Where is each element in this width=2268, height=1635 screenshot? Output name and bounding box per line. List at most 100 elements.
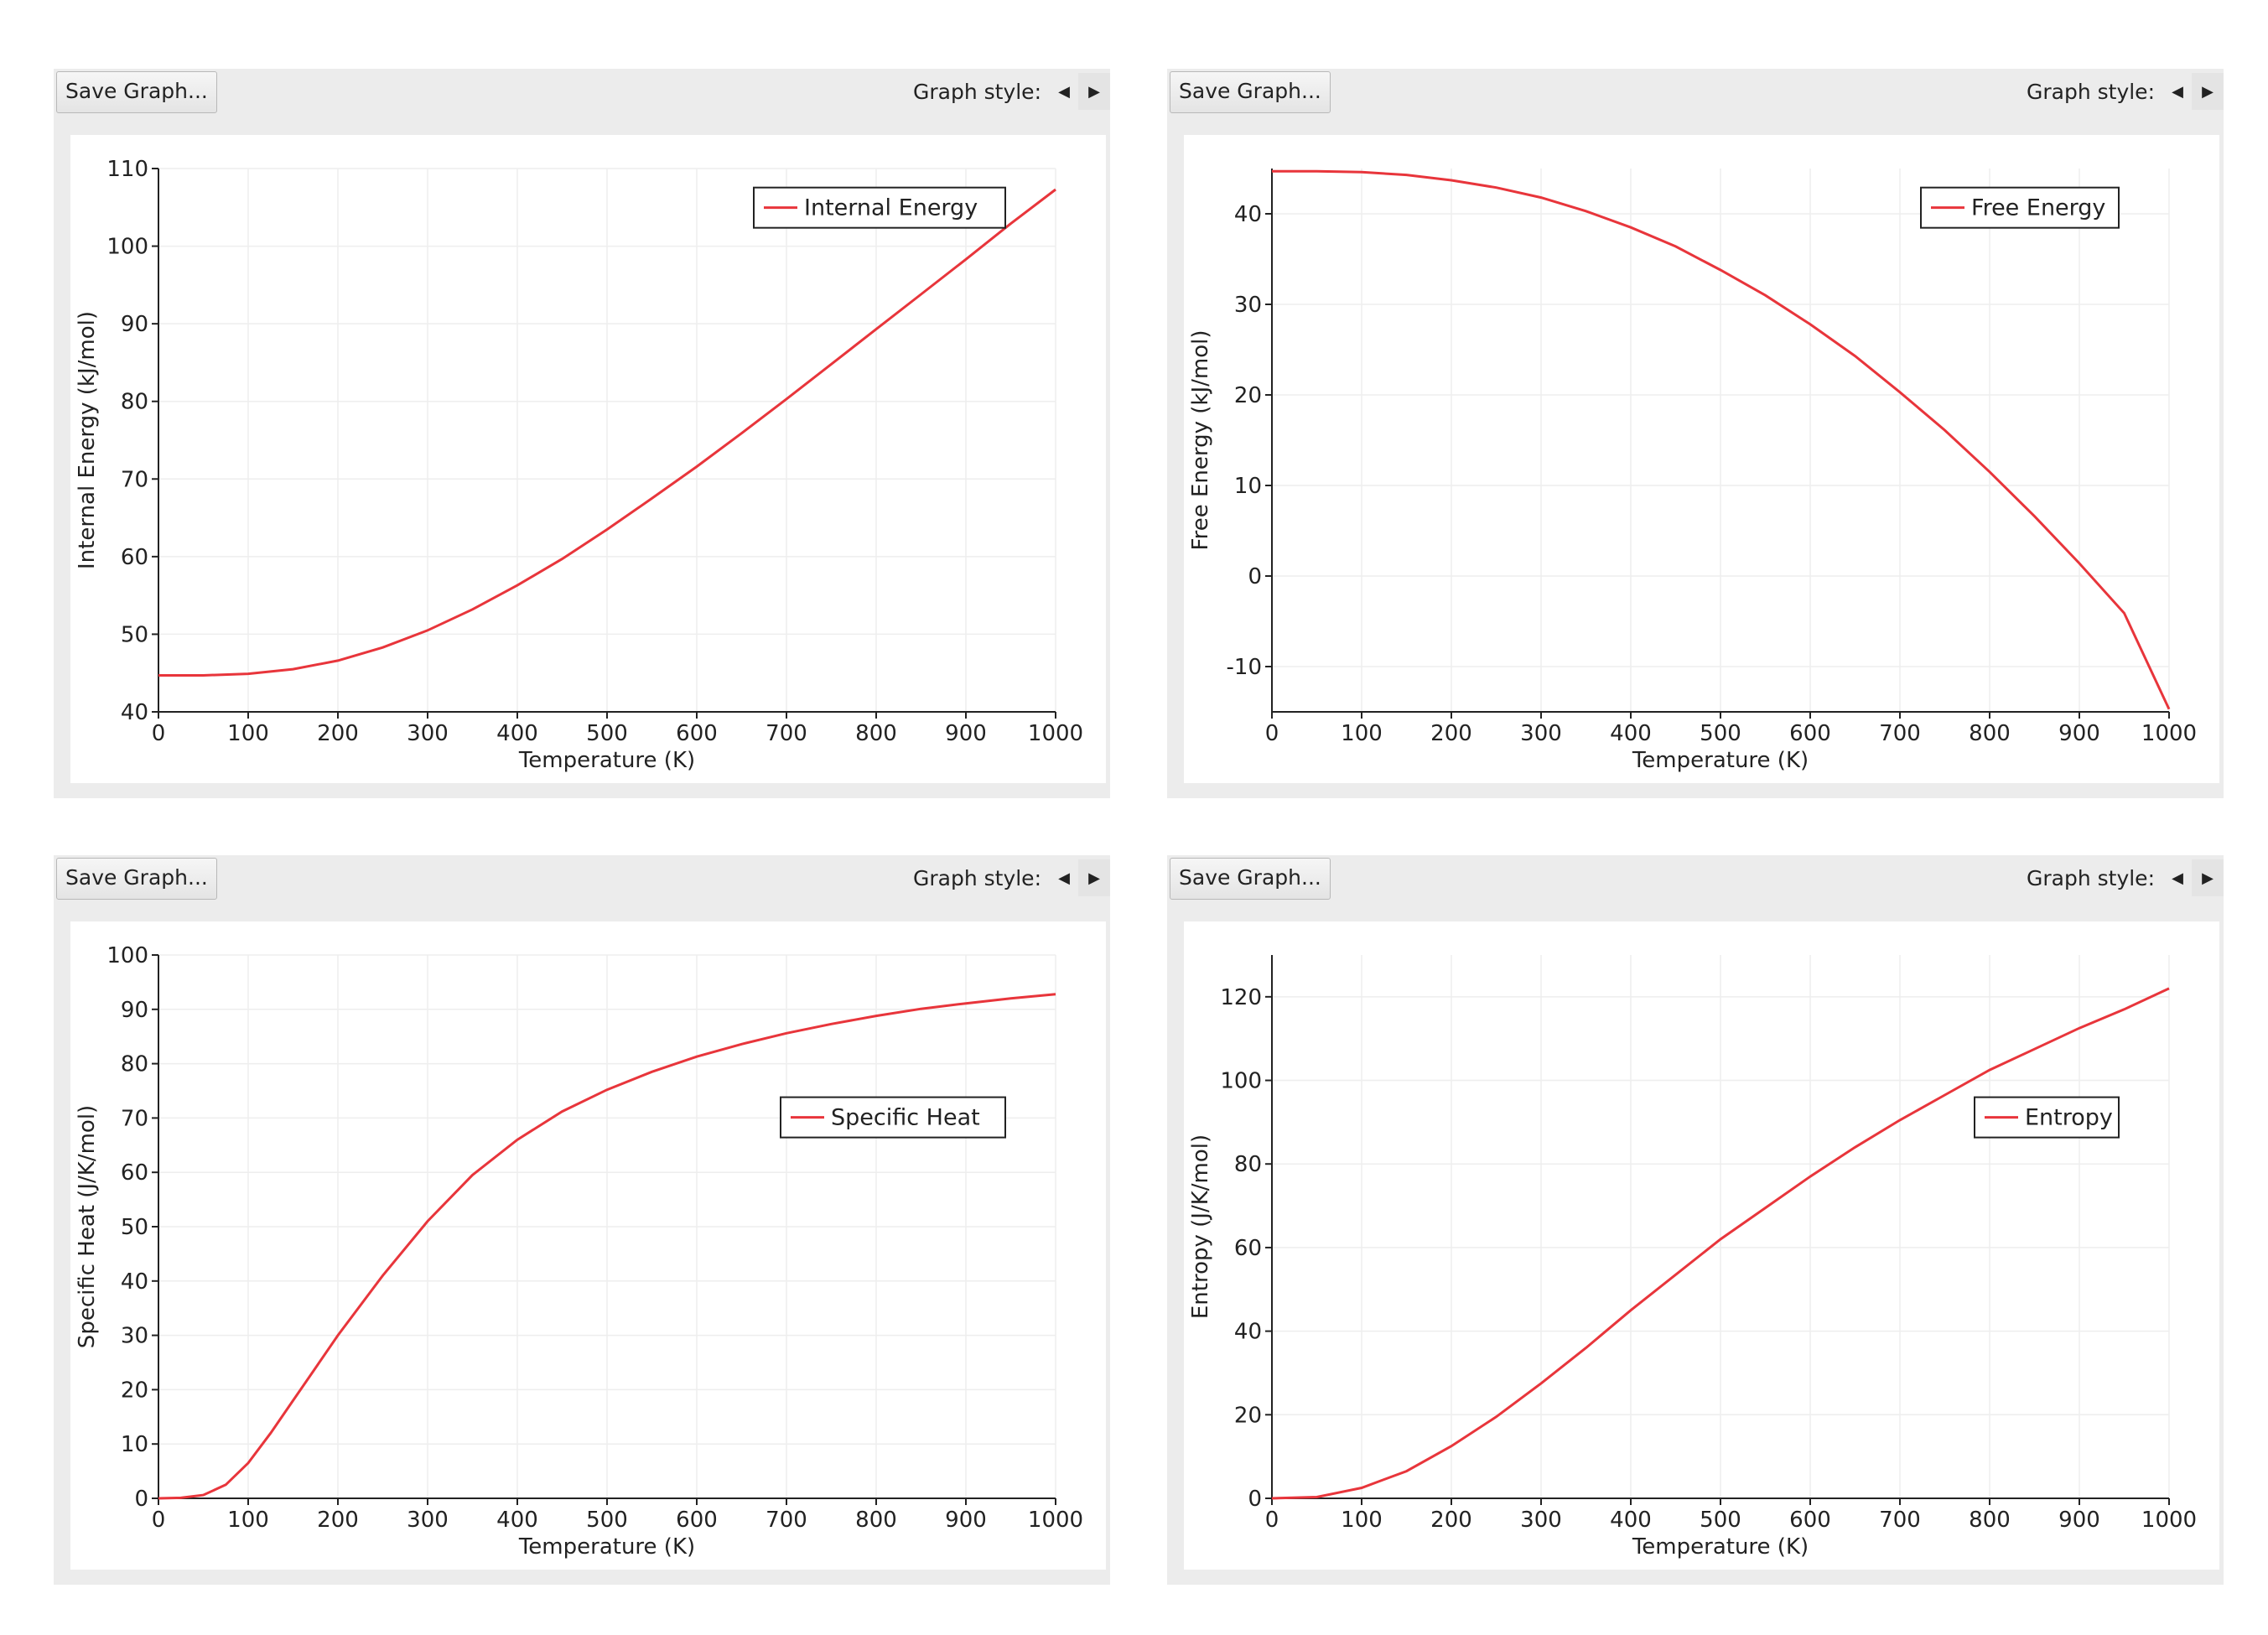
y-tick-label: 30 (1234, 293, 1262, 318)
x-tick-label: 400 (496, 1508, 538, 1533)
specific-heat-chart: 0 100 200 300 400 500 600 700 800 900 1000 0 10 20 30 4… (75, 943, 1083, 1560)
y-tick-label: 90 (121, 312, 148, 337)
y-tick-label: 50 (121, 622, 148, 647)
graph-panel-entropy: Save Graph... Graph style: ◀ ▶ 0 100 200 30… (1167, 855, 2224, 1585)
graph-style-label: Graph style: (2026, 865, 2155, 890)
save-graph-button[interactable]: Save Graph... (56, 71, 217, 113)
x-tick-label: 100 (227, 1508, 269, 1533)
y-tick-label: 70 (121, 467, 148, 492)
graph-toolbar: Save Graph... Graph style: ◀ ▶ (1167, 69, 2224, 114)
chart-area: 0 100 200 300 400 500 600 700 800 900 1000 0 10 20 30 4… (70, 921, 1106, 1570)
next-style-arrow-icon[interactable]: ▶ (1078, 73, 1110, 110)
entropy-chart: 0 100 200 300 400 500 600 700 800 900 1000 0 20 40 60 8… (1188, 955, 2197, 1560)
y-tick-label: 0 (1248, 1487, 1262, 1512)
x-axis-label: Temperature (K) (1632, 1534, 1809, 1560)
graph-toolbar: Save Graph... Graph style: ◀ ▶ (1167, 855, 2224, 901)
chart-area: 0 100 200 300 400 500 600 700 800 900 1000 -10 0 10 20… (1184, 135, 2219, 783)
previous-style-arrow-icon[interactable]: ◀ (1058, 869, 1070, 887)
x-tick-label: 300 (407, 721, 449, 746)
legend-label: Internal Energy (804, 195, 978, 221)
free-energy-chart: 0 100 200 300 400 500 600 700 800 900 1000 -10 0 10 20… (1188, 169, 2197, 773)
x-tick-label: 800 (855, 1508, 897, 1533)
x-tick-label: 0 (1265, 1508, 1279, 1533)
x-tick-label: 200 (1430, 1508, 1472, 1533)
x-tick-label: 600 (676, 1508, 718, 1533)
x-tick-label: 700 (766, 1508, 807, 1533)
y-tick-label: 10 (1234, 474, 1262, 499)
next-style-arrow-icon[interactable]: ▶ (2192, 73, 2224, 110)
y-tick-label: 60 (121, 1160, 148, 1186)
y-tick-label: 0 (1248, 564, 1262, 589)
graph-panel-internal-energy: Save Graph... Graph style: ◀ ▶ 0 100 200 30… (54, 69, 1110, 798)
x-axis-label: Temperature (K) (1632, 748, 1809, 773)
y-tick-label: 80 (1234, 1152, 1262, 1177)
x-axis-label: Temperature (K) (518, 1534, 695, 1560)
y-tick-label: 40 (1234, 202, 1262, 227)
y-tick-label: 120 (1220, 985, 1262, 1010)
x-tick-label: 0 (1265, 721, 1279, 746)
x-tick-label: 600 (676, 721, 718, 746)
y-tick-label: 40 (121, 700, 148, 725)
graph-style-control: Graph style: ◀ ▶ (913, 855, 1110, 901)
next-style-arrow-icon[interactable]: ▶ (1078, 859, 1110, 896)
y-axis-label: Specific Heat (J/K/mol) (75, 1105, 100, 1348)
graph-toolbar: Save Graph... Graph style: ◀ ▶ (54, 69, 1110, 114)
graph-style-control: Graph style: ◀ ▶ (913, 69, 1110, 114)
save-graph-button[interactable]: Save Graph... (1170, 71, 1331, 113)
legend-label: Entropy (2025, 1105, 2113, 1131)
y-axis-label: Internal Energy (kJ/mol) (75, 311, 100, 569)
x-tick-label: 500 (1700, 1508, 1741, 1533)
previous-style-arrow-icon[interactable]: ◀ (1058, 82, 1070, 101)
x-tick-label: 800 (855, 721, 897, 746)
x-tick-label: 600 (1789, 721, 1831, 746)
y-tick-label: 80 (121, 1052, 148, 1077)
y-tick-label: 40 (121, 1269, 148, 1295)
y-tick-label: 110 (106, 157, 148, 182)
chart-area: 0 100 200 300 400 500 600 700 800 900 1000 0 20 40 60 8… (1184, 921, 2219, 1570)
y-tick-label: 100 (106, 943, 148, 968)
legend-label: Free Energy (1971, 195, 2105, 221)
legend: Internal Energy (753, 186, 1006, 229)
y-tick-label: 70 (121, 1106, 148, 1131)
x-tick-label: 200 (317, 721, 359, 746)
series-line (158, 188, 1056, 677)
x-tick-label: 900 (945, 1508, 987, 1533)
x-tick-label: 400 (1610, 721, 1652, 746)
x-tick-label: 100 (1341, 1508, 1383, 1533)
graph-style-label: Graph style: (2026, 79, 2155, 104)
chart-area: 0 100 200 300 400 500 600 700 800 900 1000 40 50 60 70… (70, 135, 1106, 783)
x-tick-label: 100 (1341, 721, 1383, 746)
y-tick-label: 60 (121, 545, 148, 570)
save-graph-button[interactable]: Save Graph... (1170, 858, 1331, 900)
x-tick-label: 200 (1430, 721, 1472, 746)
y-tick-label: 100 (1220, 1069, 1262, 1094)
x-tick-label: 800 (1969, 721, 2011, 746)
y-tick-label: 20 (1234, 1403, 1262, 1428)
save-graph-button[interactable]: Save Graph... (56, 858, 217, 900)
x-tick-label: 300 (1520, 721, 1562, 746)
x-tick-label: 900 (2058, 721, 2100, 746)
x-tick-label: 300 (1520, 1508, 1562, 1533)
y-tick-label: 20 (1234, 383, 1262, 408)
legend: Free Energy (1920, 186, 2120, 229)
x-tick-label: 0 (152, 721, 166, 746)
previous-style-arrow-icon[interactable]: ◀ (2172, 82, 2183, 101)
series-line (1272, 169, 2171, 710)
graph-panel-specific-heat: Save Graph... Graph style: ◀ ▶ 0 100 200 30… (54, 855, 1110, 1585)
x-tick-label: 300 (407, 1508, 449, 1533)
y-tick-label: 10 (121, 1432, 148, 1457)
next-style-arrow-icon[interactable]: ▶ (2192, 859, 2224, 896)
x-tick-label: 1000 (1028, 721, 1083, 746)
series-line (158, 993, 1056, 1500)
y-axis-label: Free Energy (kJ/mol) (1188, 330, 1213, 551)
x-tick-label: 900 (945, 721, 987, 746)
previous-style-arrow-icon[interactable]: ◀ (2172, 869, 2183, 887)
x-tick-label: 1000 (2141, 1508, 2197, 1533)
graph-toolbar: Save Graph... Graph style: ◀ ▶ (54, 855, 1110, 901)
y-tick-label: 0 (134, 1487, 148, 1512)
y-tick-label: 40 (1234, 1320, 1262, 1345)
x-tick-label: 500 (1700, 721, 1741, 746)
y-tick-label: 20 (121, 1378, 148, 1403)
x-tick-label: 1000 (2141, 721, 2197, 746)
y-axis-label: Entropy (J/K/mol) (1188, 1134, 1213, 1319)
